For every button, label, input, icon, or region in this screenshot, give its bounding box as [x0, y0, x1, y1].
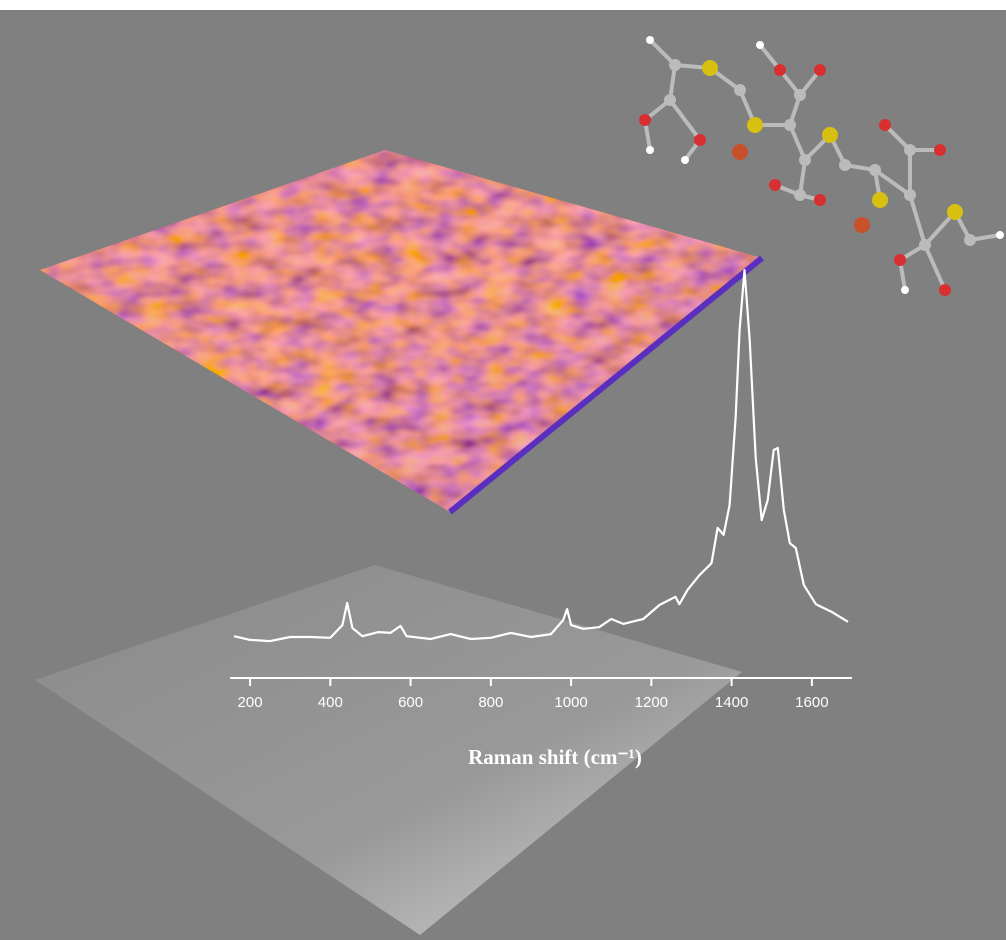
- x-tick-label: 200: [238, 694, 263, 711]
- x-tick-label: 400: [318, 694, 343, 711]
- chart: Raman shift (cm⁻¹) 200 400 600 800 1000 1200 1…: [0, 0, 1006, 940]
- x-tick-label: 1000: [554, 694, 587, 711]
- top-border: [0, 0, 1006, 10]
- x-tick-label: 1200: [635, 694, 668, 711]
- x-axis-title: Raman shift (cm⁻¹): [468, 745, 642, 769]
- x-tick-label: 1600: [795, 694, 828, 711]
- x-tick-label: 800: [478, 694, 503, 711]
- x-tick-label: 600: [398, 694, 423, 711]
- x-tick-label: 1400: [715, 694, 748, 711]
